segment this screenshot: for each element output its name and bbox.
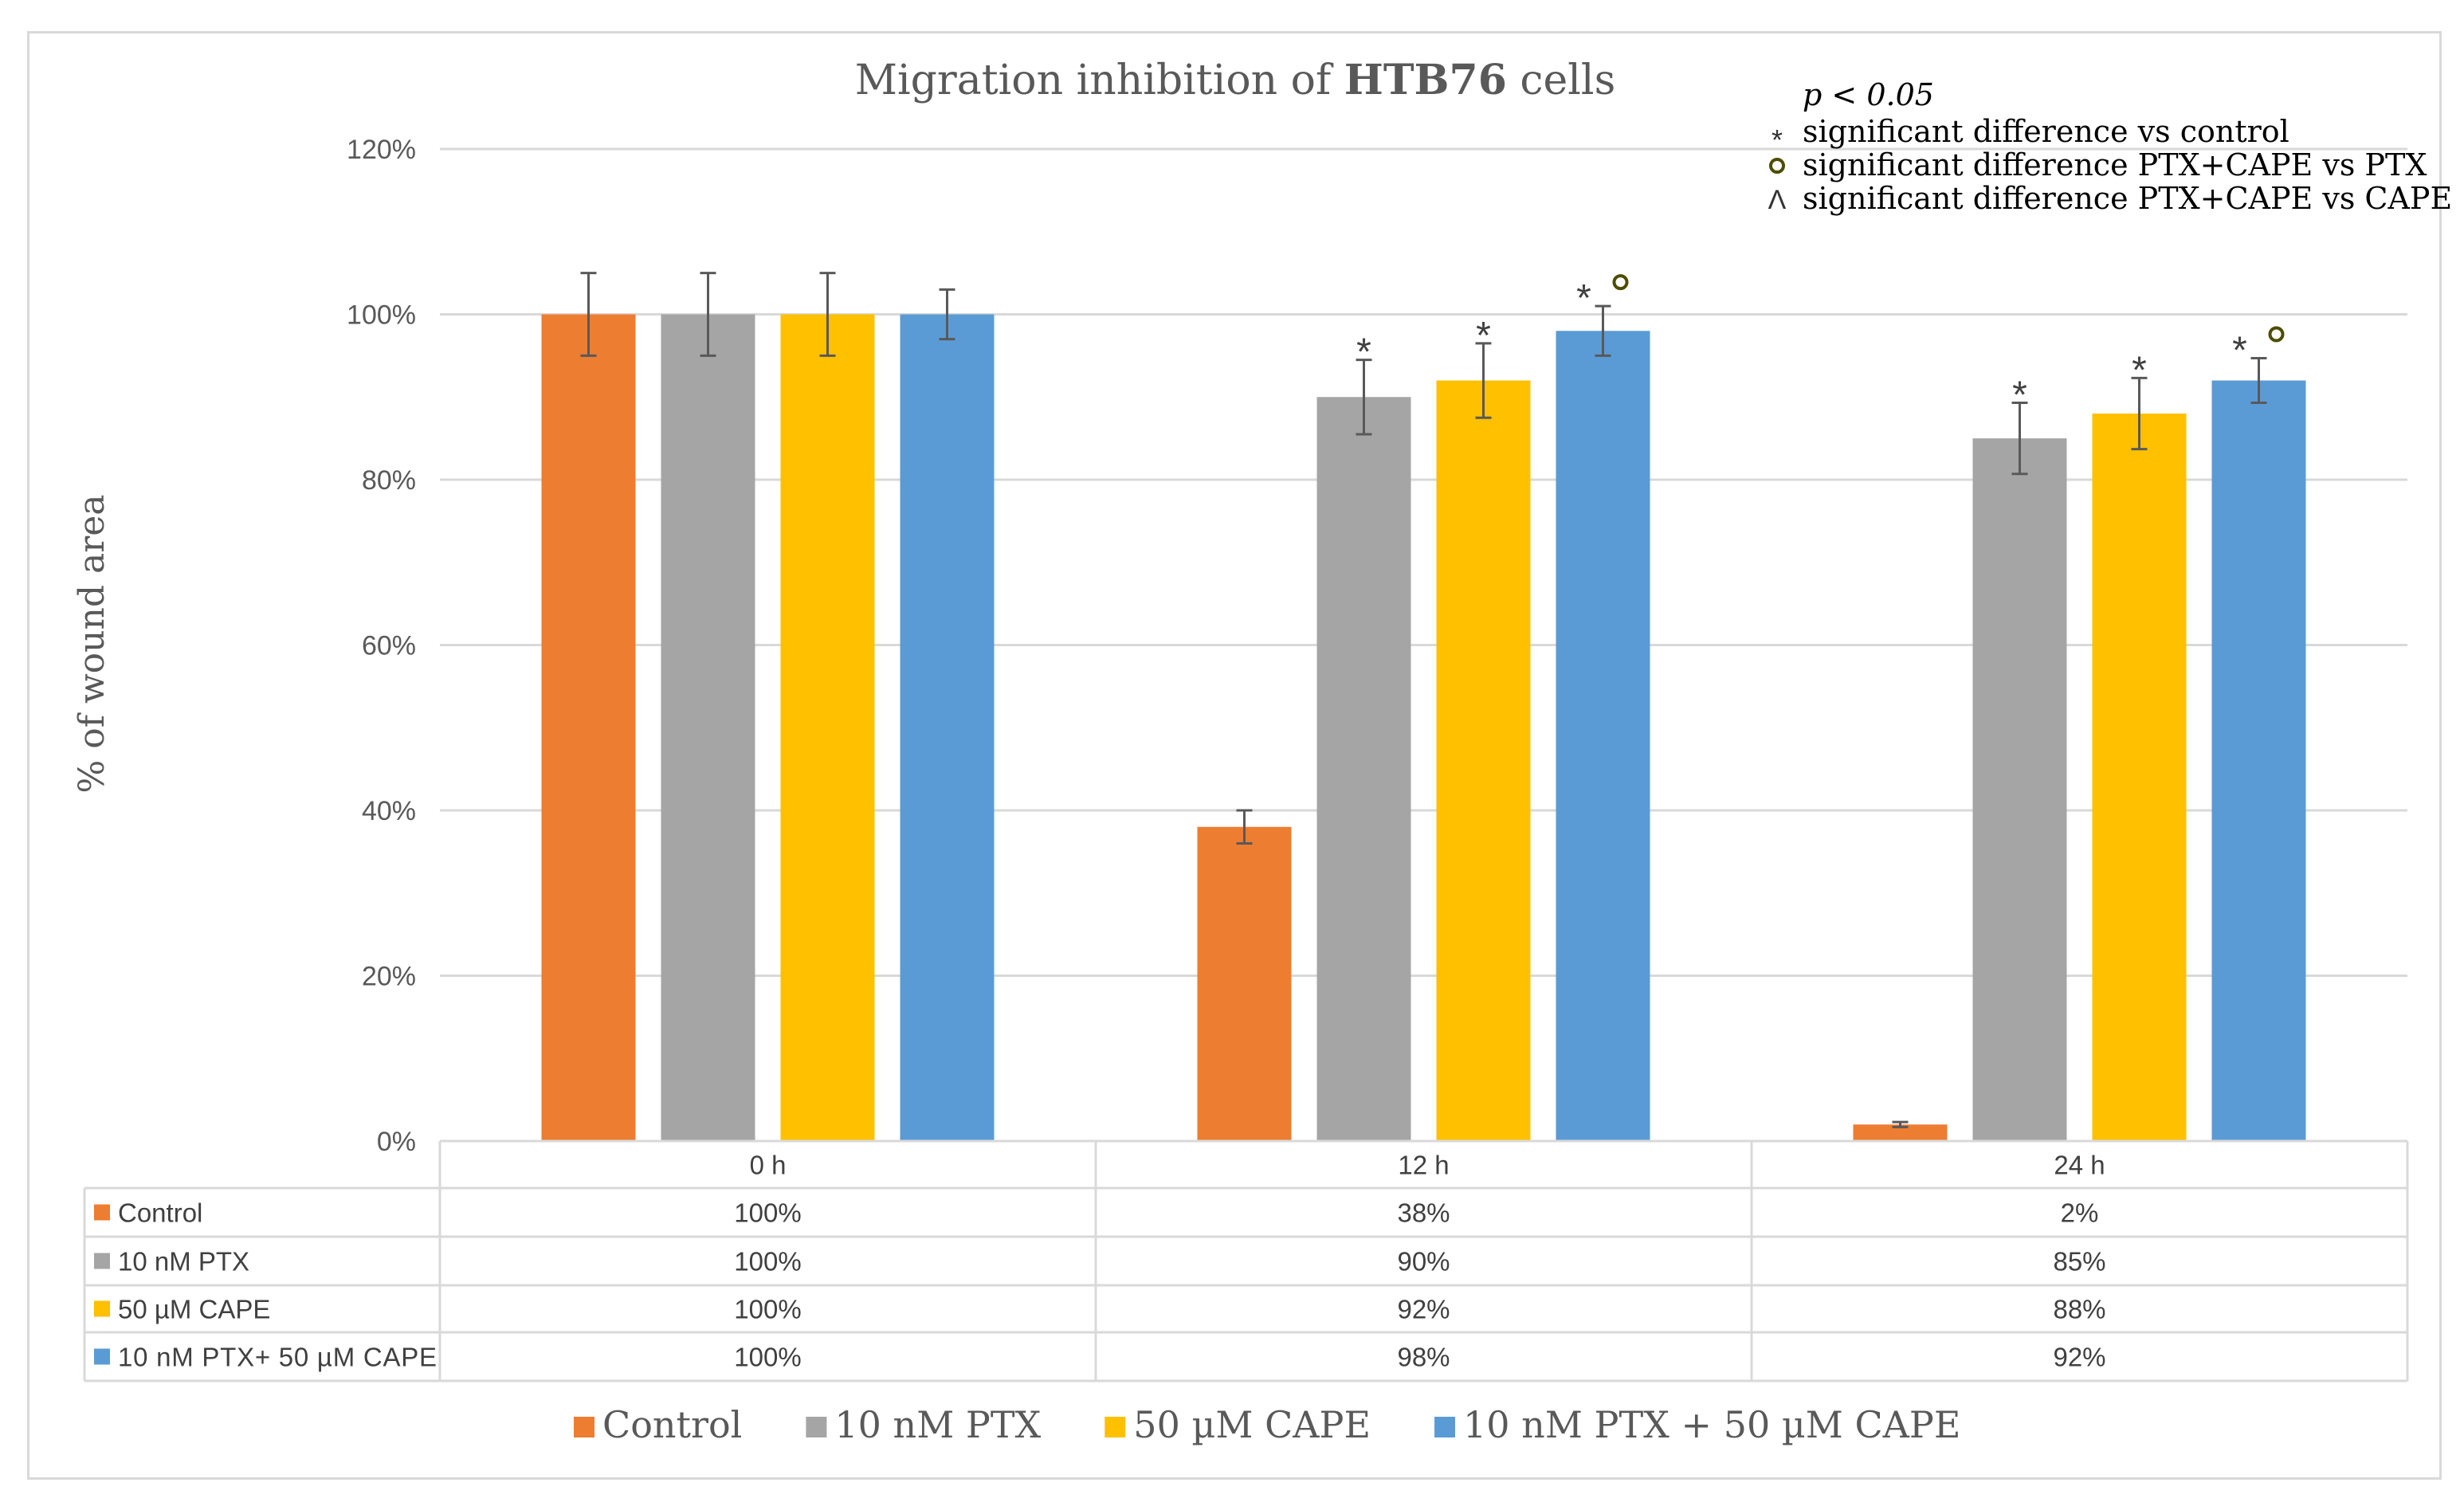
bar <box>780 314 875 1141</box>
table-cell: 100% <box>734 1247 801 1277</box>
table-cell: 92% <box>1397 1295 1450 1324</box>
y-tick-label: 100% <box>347 300 416 331</box>
legend-label: 10 nM PTX <box>834 1403 1041 1446</box>
note-circle-symbol <box>1769 158 1785 174</box>
legend-key <box>1434 1417 1456 1437</box>
table-cell: 2% <box>2061 1198 2099 1228</box>
x-category-label: 12 h <box>1398 1151 1449 1180</box>
table-row-label: 10 nM PTX+ 50 µM CAPE <box>118 1343 437 1372</box>
table-legend-key <box>94 1253 110 1269</box>
legend-label: 10 nM PTX + 50 µM CAPE <box>1463 1403 1960 1446</box>
bar <box>900 314 995 1141</box>
table-legend-key <box>94 1300 110 1317</box>
significance-circle <box>1612 274 1629 291</box>
chart-title: Migration inhibition of HTB76 cells <box>855 56 1616 104</box>
p-value-note: p < 0.05 <box>1803 77 1934 112</box>
y-tick-label: 40% <box>362 796 416 826</box>
significance-star: * <box>2012 375 2027 417</box>
y-tick-label: 0% <box>377 1127 416 1157</box>
table-cell: 88% <box>2053 1295 2105 1324</box>
bar <box>2211 380 2306 1141</box>
table-cell: 90% <box>1397 1247 1450 1277</box>
significance-star: * <box>2232 329 2247 371</box>
table-row-label: 10 nM PTX <box>118 1247 249 1277</box>
note-text: significant difference vs control <box>1803 114 2289 149</box>
table-cell: 85% <box>2053 1247 2105 1277</box>
significance-star: * <box>1476 315 1491 357</box>
bar <box>1972 438 2067 1141</box>
legend-key <box>574 1417 594 1437</box>
bar <box>1853 1124 1948 1141</box>
note-text: significant difference PTX+CAPE vs PTX <box>1803 147 2427 182</box>
bar <box>541 314 636 1141</box>
chart-frame <box>27 31 2442 1480</box>
title-bold: HTB76 <box>1344 56 1507 104</box>
note-star-symbol: * <box>1771 124 1783 156</box>
legend-key <box>1104 1417 1126 1437</box>
table-legend-key <box>94 1348 110 1365</box>
significance-circle <box>2268 326 2285 343</box>
bar <box>2092 414 2187 1141</box>
note-caret-symbol: Λ <box>1768 185 1787 215</box>
title-prefix: Migration inhibition of <box>855 57 1344 104</box>
significance-star: * <box>1356 331 1371 374</box>
y-tick-label: 60% <box>362 631 416 661</box>
table-row-label: Control <box>118 1198 202 1228</box>
bar <box>1316 397 1411 1141</box>
legend-label: Control <box>602 1403 742 1446</box>
bar <box>1436 380 1531 1141</box>
bar <box>661 314 755 1141</box>
table-cell: 98% <box>1397 1343 1450 1372</box>
legend-key <box>806 1417 827 1437</box>
bar <box>1197 826 1292 1141</box>
table-cell: 100% <box>734 1198 801 1228</box>
table-row-label: 50 µM CAPE <box>118 1295 270 1324</box>
note-text: significant difference PTX+CAPE vs CAPE <box>1803 181 2452 216</box>
bar <box>1556 331 1650 1141</box>
table-cell: 100% <box>734 1295 801 1324</box>
title-suffix: cells <box>1507 57 1615 104</box>
table-cell: 92% <box>2053 1343 2105 1372</box>
x-category-label: 24 h <box>2054 1151 2105 1180</box>
y-axis-label: % of wound area <box>72 494 112 793</box>
significance-star: * <box>1576 277 1591 320</box>
y-tick-label: 80% <box>362 465 416 496</box>
table-legend-key <box>94 1204 110 1221</box>
legend-label: 50 µM CAPE <box>1133 1403 1371 1446</box>
y-tick-label: 120% <box>347 135 416 165</box>
x-category-label: 0 h <box>750 1151 787 1180</box>
table-cell: 100% <box>734 1343 801 1372</box>
significance-star: * <box>2132 349 2147 391</box>
table-cell: 38% <box>1397 1198 1450 1228</box>
y-tick-label: 20% <box>362 962 416 992</box>
